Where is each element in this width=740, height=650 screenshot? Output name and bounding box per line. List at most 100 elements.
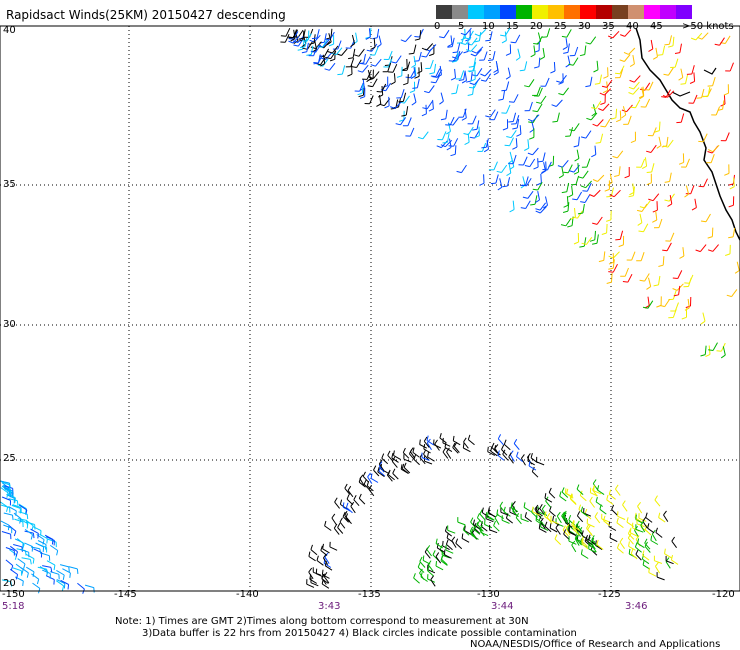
north-barb-203-flag [429, 72, 435, 75]
south-barb-158-flag [462, 524, 466, 530]
north-barb-437-flag [691, 207, 697, 211]
north-barb-332 [524, 61, 528, 71]
south-barb-267 [626, 521, 634, 528]
west-barb-13 [56, 579, 66, 584]
north-barb-254-flag [591, 107, 597, 110]
west-barb-29 [9, 545, 18, 553]
west-barb-14-flag [67, 584, 70, 590]
north-barb-469-flag [301, 51, 307, 54]
north-barb-41 [647, 296, 650, 306]
south-barb-291 [654, 499, 661, 507]
north-barb-318 [533, 45, 536, 55]
west-barb-28 [0, 480, 10, 484]
north-barb-174-flag [337, 73, 343, 76]
north-barb-372-flag [608, 35, 613, 39]
north-barb-285-flag [563, 204, 569, 208]
north-barb-274 [306, 41, 313, 50]
south-barb-25-flag [531, 466, 535, 472]
north-barb-309 [597, 174, 605, 182]
south-barb-289-flag [594, 512, 599, 517]
north-barb-34 [573, 123, 580, 132]
south-barb-11 [347, 490, 354, 498]
north-barb-43 [576, 149, 580, 159]
north-barb-133 [537, 32, 542, 42]
north-barb-278 [361, 84, 364, 94]
south-barb-155-flag [413, 573, 416, 579]
north-barb-364 [471, 37, 478, 46]
north-barb-477-flag [558, 93, 564, 96]
north-barb-403-flag [667, 203, 673, 207]
north-barb-227-flag [535, 208, 541, 211]
south-barb-162 [540, 521, 546, 529]
north-barb-91-flag [567, 225, 573, 228]
west-barb-22 [8, 498, 18, 502]
south-barb-42 [426, 442, 432, 451]
south-barb-276 [592, 483, 599, 491]
north-barb-275 [606, 81, 609, 91]
south-barb-241-flag [585, 534, 588, 540]
south-barb-263 [664, 553, 672, 559]
south-barb-329-flag [629, 527, 632, 533]
north-barb-259 [553, 61, 556, 72]
south-barb-321 [640, 524, 646, 533]
south-barb-298-flag [595, 496, 598, 503]
legend-swatch-1 [452, 5, 468, 19]
north-barb-72-flag [607, 182, 613, 186]
lat-lon-grid [0, 26, 740, 591]
north-barb-111 [284, 33, 290, 43]
south-barb-98 [434, 443, 440, 451]
north-barb-305-flag [595, 142, 601, 144]
west-barb-88-flag [12, 515, 14, 521]
south-barb-100-flag [530, 452, 533, 459]
north-barb-151-flag [439, 100, 444, 105]
south-barb-91 [321, 583, 330, 589]
north-barb-387 [648, 277, 652, 287]
north-barb-399-flag [629, 63, 635, 68]
north-barb-314-flag [690, 37, 696, 41]
north-barb-470-flag [474, 135, 480, 139]
south-barb-321-flag [640, 520, 645, 526]
south-barb-215-flag [576, 520, 580, 526]
south-barb-4-flag [527, 453, 531, 458]
south-barb-90-flag [321, 573, 326, 579]
north-barb-410-flag [461, 80, 467, 84]
north-barb-290 [454, 145, 457, 155]
west-barb-22-flag [16, 500, 19, 506]
north-barb-366 [405, 34, 412, 42]
north-barb-264-flag [421, 55, 427, 58]
legend-swatch-10 [596, 5, 612, 19]
north-barb-311-flag [664, 43, 670, 46]
south-barb-103-flag [387, 450, 391, 456]
south-barb-86 [344, 487, 351, 495]
lon-label-135: -135 [358, 589, 381, 600]
south-barb-53 [426, 440, 434, 446]
north-barb-224-flag [663, 73, 669, 76]
north-barb-219 [658, 218, 663, 228]
north-barb-130 [612, 263, 618, 273]
north-barb-236 [537, 103, 543, 112]
south-barb-215 [576, 524, 583, 532]
south-barb-178 [422, 559, 431, 565]
north-barb-421 [565, 38, 568, 48]
south-barb-112 [377, 471, 385, 478]
south-barb-17 [378, 470, 386, 477]
north-barb-313 [330, 50, 337, 59]
north-barb-325 [545, 196, 548, 206]
north-barb-300-flag [586, 117, 592, 121]
north-barb-311 [669, 35, 672, 45]
south-barb-225 [427, 570, 434, 577]
south-barb-256-flag [563, 510, 567, 516]
south-barb-292-flag [670, 554, 673, 561]
north-barb-298 [449, 138, 452, 148]
north-barb-281-flag [505, 76, 511, 80]
lat-label-30: 30 [3, 319, 16, 330]
north-barb-303 [335, 47, 343, 56]
north-barb-81-flag [672, 277, 678, 279]
north-barb-59 [337, 40, 342, 50]
north-barb-377-flag [707, 236, 713, 239]
north-barb-391-flag [678, 77, 684, 81]
west-barb-89-flag [10, 581, 13, 587]
south-barb-76 [362, 475, 369, 483]
west-barb-4 [18, 503, 27, 510]
north-barb-1-flag [624, 175, 630, 179]
